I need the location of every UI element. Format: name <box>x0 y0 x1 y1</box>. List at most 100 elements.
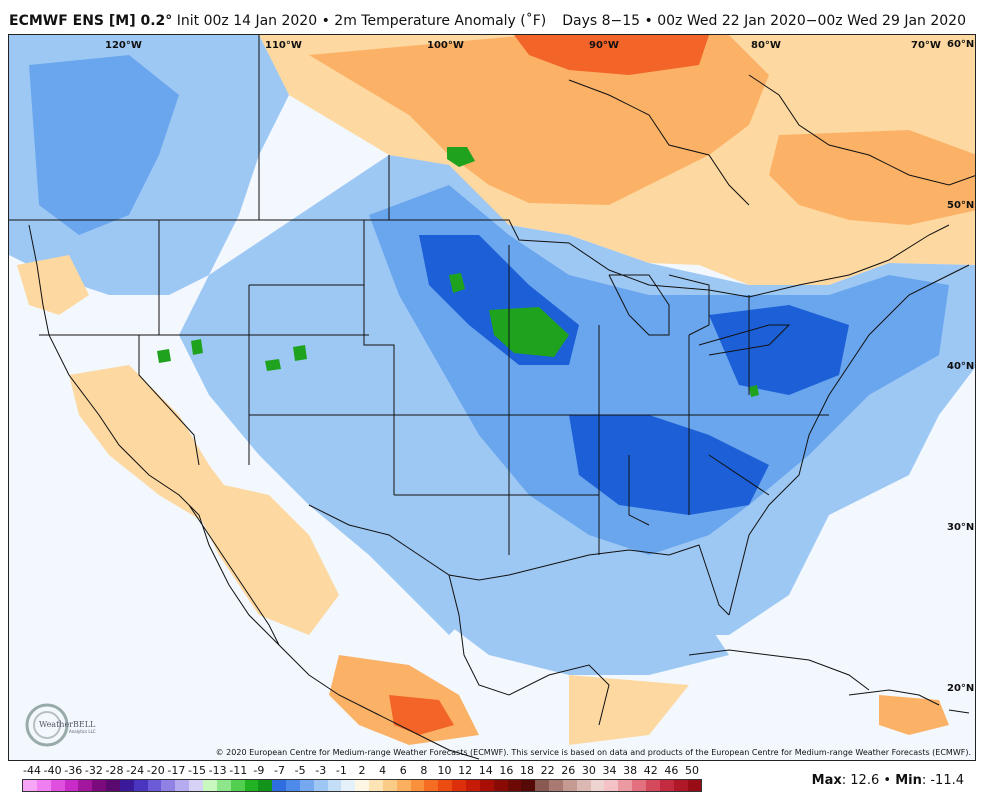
anomaly-region-green-26 <box>749 385 759 397</box>
legend-tick-11: -9 <box>253 764 265 777</box>
model-name: ECMWF ENS [M] 0.2 <box>9 13 166 29</box>
legend-swatch-3 <box>64 780 79 791</box>
legend-swatch-22 <box>327 780 342 791</box>
legend-tick-labels: -44 -40 -36 -32 -28 -24 -20 -17 -15 -13 -11 -9 -7 -5-… <box>22 764 702 778</box>
legend-swatch-2 <box>50 780 65 791</box>
anomaly-region-warm2-8 <box>879 695 949 735</box>
legend-tick-32: 50 <box>685 764 699 777</box>
legend-tick-28: 34 <box>602 764 617 777</box>
anomaly-region-warm1-4 <box>17 255 89 315</box>
legend-swatch-42 <box>604 780 619 791</box>
lon-label-120w: 120°W <box>105 40 142 51</box>
anomaly-region-green-21 <box>449 273 465 293</box>
legend-swatch-30 <box>438 780 453 791</box>
legend-swatch-18 <box>272 780 287 791</box>
header: ECMWF ENS [M] 0.2° Init 00z 14 Jan 2020 … <box>0 0 984 34</box>
legend-tick-19: 8 <box>420 764 428 777</box>
anomaly-region-warm1-2 <box>179 475 339 635</box>
legend-swatch-23 <box>341 780 356 791</box>
lat-label-30n: 30°N <box>947 522 974 533</box>
max-label: Max <box>811 773 842 788</box>
legend-tick-25: 22 <box>540 764 555 777</box>
anomaly-region-warm1-3 <box>569 675 689 745</box>
svg-text:Analytics LLC: Analytics LLC <box>69 729 96 734</box>
anomaly-region-warm2-5 <box>309 35 769 205</box>
legend-tick-15: -1 <box>335 764 347 777</box>
lat-label-20n: 20°N <box>947 683 974 694</box>
legend-swatch-34 <box>493 780 508 791</box>
legend-swatch-47 <box>673 780 688 791</box>
legend-swatch-26 <box>382 780 397 791</box>
legend-swatch-21 <box>313 780 328 791</box>
anomaly-region-green-23 <box>191 339 203 355</box>
lon-label-110w: 110°W <box>265 40 302 51</box>
legend-swatch-37 <box>535 780 550 791</box>
legend-swatch-43 <box>618 780 633 791</box>
legend-swatch-11 <box>175 780 190 791</box>
legend-swatch-4 <box>78 780 93 791</box>
anomaly-region-cold1-13 <box>449 575 729 675</box>
copyright-notice: © 2020 European Centre for Medium-range … <box>215 748 971 757</box>
legend-tick-4: -28 <box>105 764 124 777</box>
legend-tick-16: 2 <box>358 764 366 777</box>
legend-tick-9: -13 <box>208 764 227 777</box>
lon-label-70w: 70°W <box>911 40 941 51</box>
map-title: ECMWF ENS [M] 0.2° Init 00z 14 Jan 2020 … <box>9 13 546 29</box>
legend-swatch-0 <box>23 780 37 791</box>
anomaly-map: 120°W 110°W 100°W 90°W 80°W 70°W 60°N 50… <box>8 34 976 761</box>
legend-tick-17: 4 <box>379 764 387 777</box>
legend-tick-8: -15 <box>188 764 206 777</box>
legend-swatch-8 <box>133 780 148 791</box>
lat-label-50n: 50°N <box>947 200 974 211</box>
legend-tick-12: -7 <box>274 764 285 777</box>
legend-tick-24: 18 <box>520 764 534 777</box>
init-time: Init 00z 14 Jan 2020 <box>176 13 318 29</box>
lon-label-100w: 100°W <box>427 40 464 51</box>
svg-text:WeatherBELL: WeatherBELL <box>39 720 96 729</box>
legend-tick-0: -44 <box>23 764 41 777</box>
legend-tick-1: -40 <box>43 764 62 777</box>
legend-swatch-38 <box>549 780 563 791</box>
legend-swatch-13 <box>202 780 217 791</box>
legend-swatch-5 <box>92 780 107 791</box>
lon-label-90w: 90°W <box>589 40 619 51</box>
legend-swatch-16 <box>244 780 259 791</box>
legend-swatch-45 <box>645 780 660 791</box>
legend-tick-26: 26 <box>561 764 576 777</box>
lon-label-80w: 80°W <box>751 40 781 51</box>
legend-swatch-14 <box>216 780 231 791</box>
map-canvas: 120°W 110°W 100°W 90°W 80°W 70°W 60°N 50… <box>9 35 975 760</box>
legend-tick-14: -3 <box>315 764 327 777</box>
anomaly-region-warm2-6 <box>769 130 975 225</box>
legend-swatch-12 <box>189 780 203 791</box>
legend-swatch-27 <box>396 780 411 791</box>
anomaly-region-green-20 <box>447 147 475 167</box>
anomaly-region-green-22 <box>157 349 171 363</box>
legend-tick-13: -5 <box>294 764 306 777</box>
legend-swatch-33 <box>479 780 494 791</box>
anomaly-region-cold2-14 <box>29 55 179 235</box>
legend-tick-22: 14 <box>478 764 493 777</box>
legend-tick-31: 46 <box>664 764 679 777</box>
lat-label-60n: 60°N <box>947 39 974 50</box>
anomaly-region-cold3-18 <box>709 305 849 395</box>
legend-tick-20: 10 <box>437 764 452 777</box>
boundaries <box>9 35 975 760</box>
legend-tick-29: 38 <box>623 764 638 777</box>
legend-swatch-40 <box>576 780 591 791</box>
legend-swatch-28 <box>410 780 425 791</box>
max-min-readout: Max: 12.6 • Min: -11.4 <box>811 773 964 788</box>
color-legend: -44 -40 -36 -32 -28 -24 -20 -17 -15 -13 -11 -9 -7 -5-… <box>22 764 702 804</box>
valid-range: Days 8−15 • 00z Wed 22 Jan 2020−00z Wed … <box>562 13 966 29</box>
variable-name: 2m Temperature Anomaly (˚F) <box>334 13 547 29</box>
legend-swatch-35 <box>507 780 522 791</box>
legend-swatch-20 <box>299 780 314 791</box>
legend-swatch-44 <box>632 780 646 791</box>
min-label: Min <box>895 773 922 788</box>
anomaly-region-green-24 <box>293 345 307 361</box>
legend-tick-6: -20 <box>146 764 165 777</box>
legend-swatch-46 <box>659 780 674 791</box>
legend-tick-5: -24 <box>126 764 145 777</box>
legend-swatch-6 <box>106 780 120 791</box>
anomaly-region-warm3-9 <box>514 35 709 75</box>
